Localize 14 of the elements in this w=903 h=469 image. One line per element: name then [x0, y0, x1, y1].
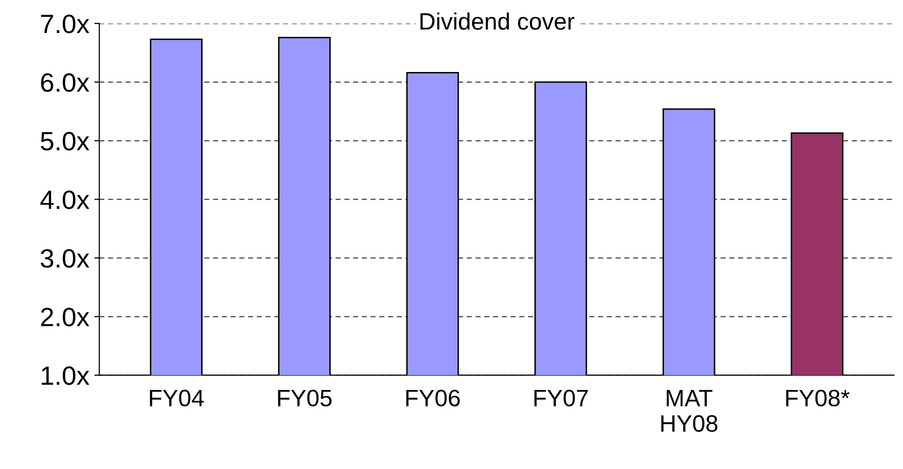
y-tick-label: 6.0x: [41, 73, 90, 92]
y-tick-label: 1.0x: [42, 366, 90, 386]
x-tick-label: FY07: [534, 390, 588, 406]
x-tick-label: FY04: [150, 390, 204, 406]
y-tick-label: 5.0x: [40, 132, 90, 151]
x-tick-label: FY05: [278, 390, 332, 406]
y-tick-label: 7.0x: [41, 14, 90, 34]
chart-title: Dividend cover: [420, 12, 574, 30]
x-tick-label: FY06: [406, 390, 460, 406]
x-tick-label: MAT HY08: [661, 390, 718, 432]
y-tick-label: 2.0x: [41, 308, 90, 326]
x-tick-label: FY08*: [786, 390, 850, 406]
y-tick-label: 3.0x: [40, 249, 90, 268]
y-tick-label: 4.0x: [40, 190, 90, 210]
